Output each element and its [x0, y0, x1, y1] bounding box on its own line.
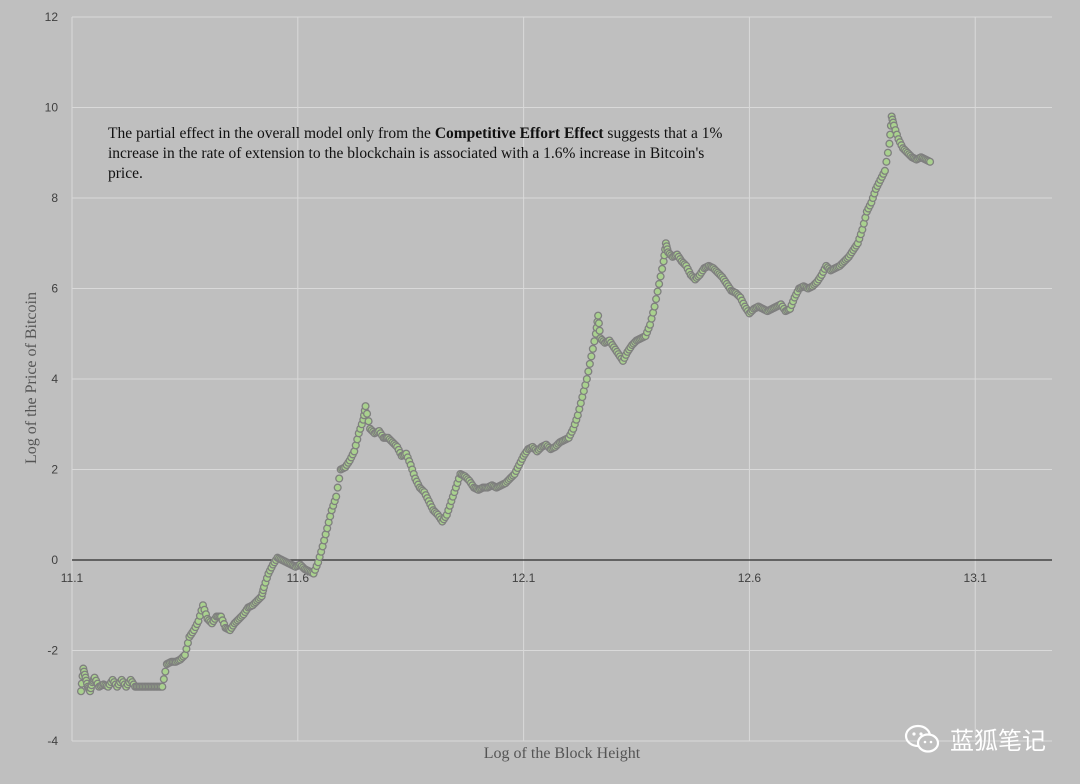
data-point — [588, 344, 597, 353]
watermark: 蓝狐笔记 — [904, 721, 1046, 756]
data-point — [363, 409, 372, 418]
data-point — [658, 264, 667, 273]
annotation-bold-term: Competitive Effort Effect — [434, 125, 604, 142]
data-point — [652, 295, 661, 304]
x-tick-label: 13.1 — [964, 571, 988, 585]
data-point — [333, 483, 342, 492]
y-tick-label: -2 — [47, 644, 58, 658]
data-point — [158, 682, 167, 691]
annotation-text-end: suggests that a 1% increase in the rate … — [108, 125, 723, 182]
y-tick-label: 0 — [51, 553, 58, 567]
data-point — [653, 287, 662, 296]
y-tick-label: 6 — [51, 282, 58, 296]
data-point — [364, 417, 373, 426]
wechat-icon — [904, 724, 940, 753]
data-point — [883, 148, 892, 157]
watermark-text: 蓝狐笔记 — [950, 727, 1046, 755]
data-point — [76, 687, 86, 696]
x-tick-labels: 11.1 11.6 12.1 12.6 13.1 — [61, 571, 987, 585]
data-point — [594, 319, 603, 328]
data-point — [335, 474, 344, 483]
data-point — [594, 311, 603, 320]
y-tick-label: 4 — [51, 372, 58, 386]
data-point — [161, 667, 170, 676]
data-point — [587, 352, 596, 361]
data-point — [332, 492, 341, 501]
y-tick-label: 2 — [51, 463, 58, 477]
data-point — [582, 374, 591, 384]
data-point — [595, 326, 604, 335]
chart-annotation: The partial effect in the overall model … — [108, 124, 728, 184]
x-tick-label: 12.6 — [738, 571, 762, 585]
data-point — [585, 359, 594, 368]
data-point — [361, 402, 370, 411]
x-tick-label: 11.6 — [287, 571, 310, 585]
data-point — [880, 166, 889, 175]
y-tick-label: 12 — [45, 10, 59, 24]
data-point — [926, 157, 935, 166]
y-tick-label: 8 — [51, 191, 58, 205]
x-tick-label: 12.1 — [512, 571, 536, 585]
data-points — [76, 112, 935, 696]
data-point — [882, 157, 891, 166]
y-tick-labels: -4 -2 0 2 4 6 8 10 12 — [45, 10, 59, 748]
x-axis-title: Log of the Block Height — [484, 745, 641, 762]
data-point — [650, 302, 659, 311]
x-tick-label: 11.1 — [61, 571, 84, 585]
data-point — [655, 279, 664, 289]
data-point — [656, 272, 665, 281]
y-tick-label: -4 — [47, 734, 58, 748]
y-axis-title: Log of the Price of Bitcoin — [23, 292, 40, 464]
data-point — [885, 139, 894, 148]
data-point — [584, 367, 593, 376]
data-point — [159, 675, 168, 684]
y-tick-label: 10 — [45, 101, 59, 115]
annotation-text-start: The partial effect in the overall model … — [108, 125, 435, 142]
grid-lines — [71, 16, 1052, 742]
